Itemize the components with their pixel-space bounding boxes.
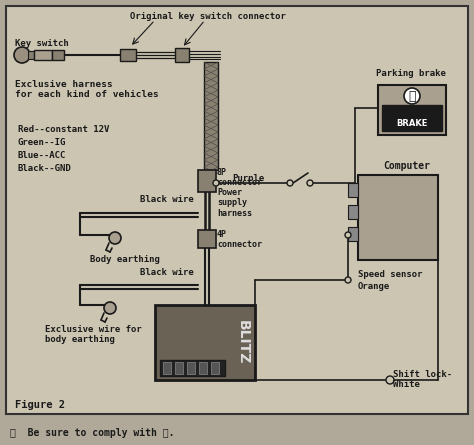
Text: BLITZ: BLITZ — [236, 320, 250, 364]
Circle shape — [404, 88, 420, 104]
Bar — [160, 360, 225, 376]
Text: Red--constant 12V: Red--constant 12V — [18, 125, 109, 134]
Circle shape — [14, 47, 30, 63]
Text: ⓘ: ⓘ — [408, 89, 416, 102]
Bar — [175, 362, 183, 374]
Text: Black wire: Black wire — [140, 268, 194, 277]
Text: 8P
connector: 8P connector — [217, 168, 262, 187]
Circle shape — [287, 180, 293, 186]
Text: Orange: Orange — [358, 282, 390, 291]
Bar — [348, 183, 358, 197]
Bar — [348, 227, 358, 241]
Bar — [198, 170, 216, 192]
Circle shape — [345, 232, 351, 238]
Bar — [199, 362, 207, 374]
Text: Key switch: Key switch — [15, 39, 69, 48]
Circle shape — [307, 180, 313, 186]
Text: Exclusive wire for
body earthing: Exclusive wire for body earthing — [45, 325, 142, 344]
Text: Figure 2: Figure 2 — [15, 400, 65, 410]
Text: Green--IG: Green--IG — [18, 138, 66, 147]
Text: 4P
connector: 4P connector — [217, 230, 262, 249]
Bar — [175, 48, 189, 62]
Bar — [204, 62, 218, 170]
Bar — [198, 230, 216, 248]
Bar — [211, 362, 219, 374]
Bar — [34, 50, 52, 60]
Text: Speed sensor: Speed sensor — [358, 270, 422, 279]
Bar — [52, 50, 64, 60]
Bar — [358, 175, 438, 260]
Circle shape — [213, 180, 219, 186]
Text: Black wire: Black wire — [140, 195, 194, 204]
Text: Parking brake: Parking brake — [376, 69, 446, 78]
Bar — [155, 305, 255, 380]
Text: Blue--ACC: Blue--ACC — [18, 151, 66, 160]
Text: ※  Be sure to comply with ⓘ.: ※ Be sure to comply with ⓘ. — [10, 428, 174, 438]
Text: Computer: Computer — [383, 161, 430, 171]
Bar — [163, 362, 171, 374]
Bar — [28, 51, 34, 59]
Circle shape — [104, 302, 116, 314]
Text: Original key switch connector: Original key switch connector — [130, 12, 286, 21]
Text: Shift lock-
White: Shift lock- White — [393, 370, 452, 389]
Bar — [187, 362, 195, 374]
Circle shape — [109, 232, 121, 244]
Text: Exclusive harness
for each kind of vehicles: Exclusive harness for each kind of vehic… — [15, 80, 159, 99]
Circle shape — [345, 277, 351, 283]
Text: Power
supply
harness: Power supply harness — [217, 188, 252, 218]
Text: Black--GND: Black--GND — [18, 164, 72, 173]
Text: BRAKE: BRAKE — [396, 119, 428, 128]
Text: Body earthing: Body earthing — [90, 255, 160, 264]
Bar — [348, 205, 358, 219]
Bar — [378, 85, 446, 135]
Bar — [382, 105, 442, 131]
Circle shape — [386, 376, 394, 384]
Text: Purple: Purple — [232, 174, 264, 183]
Bar — [120, 49, 136, 61]
